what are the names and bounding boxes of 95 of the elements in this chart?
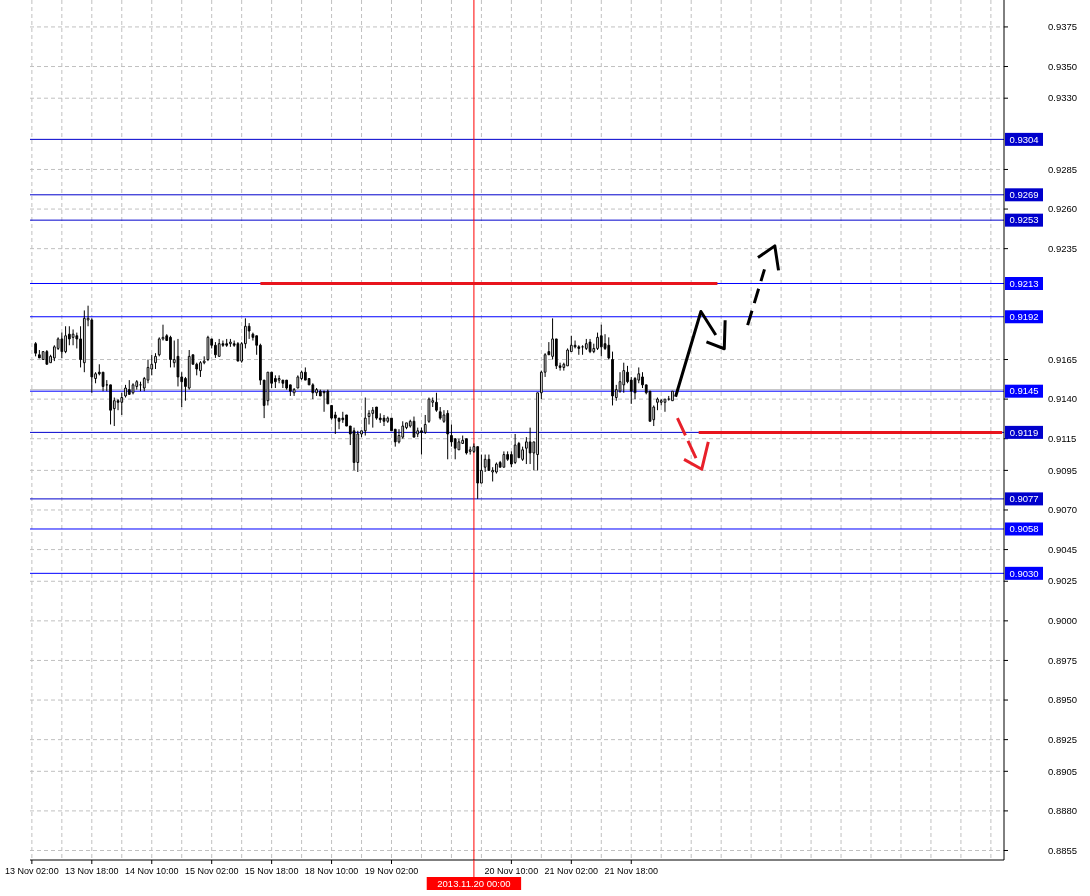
x-tick-label: 19 Nov 02:00 — [364, 866, 419, 877]
x-tick-label: 14 Nov 10:00 — [124, 866, 179, 877]
candlestick — [277, 374, 281, 384]
x-tick-label: 18 Nov 10:00 — [304, 866, 359, 877]
y-tick-label: 0.9140 — [1048, 393, 1078, 405]
candlestick — [476, 446, 480, 500]
ref-line-label: 0.9145 — [1009, 385, 1039, 397]
y-tick-label: 0.9330 — [1048, 92, 1078, 104]
candlestick — [435, 392, 438, 413]
candlestick — [382, 414, 386, 427]
candlestick — [315, 387, 318, 397]
candlestick — [82, 309, 86, 373]
x-tick-label: 15 Nov 02:00 — [184, 866, 239, 877]
candlestick — [446, 409, 450, 460]
candlestick — [214, 341, 217, 359]
ref-line-label: 0.9077 — [1009, 493, 1039, 505]
candlestick — [199, 360, 202, 378]
candlestick — [127, 379, 131, 395]
candlestick — [34, 341, 37, 357]
y-tick-label: 0.9095 — [1048, 464, 1078, 476]
candlestick — [109, 384, 112, 425]
ref-line-label: 0.9304 — [1009, 133, 1039, 145]
candlestick — [671, 390, 674, 402]
candlestick — [45, 349, 49, 365]
y-tick-label: 0.9070 — [1048, 504, 1078, 516]
y-tick-label: 0.9025 — [1048, 575, 1078, 587]
candlestick — [663, 398, 667, 413]
candlestick — [483, 454, 487, 473]
x-tick-label: 20 Nov 10:00 — [484, 866, 539, 877]
candlestick — [135, 379, 139, 391]
candlestick — [622, 362, 626, 394]
y-tick-label: 0.8880 — [1048, 805, 1078, 817]
x-tick-label: 13 Nov 18:00 — [65, 866, 119, 877]
candlestick — [274, 374, 277, 389]
y-tick-label: 0.8905 — [1048, 765, 1078, 777]
candlestick — [225, 338, 229, 348]
ref-line-label: 0.9253 — [1009, 214, 1039, 226]
candlestick — [322, 390, 326, 413]
candlestick — [577, 344, 581, 356]
y-tick-label: 0.8925 — [1048, 733, 1078, 745]
y-tick-label: 0.9235 — [1048, 242, 1078, 254]
candlestick — [229, 338, 232, 348]
y-tick-label: 0.9350 — [1048, 60, 1078, 72]
ref-line-label: 0.9269 — [1009, 189, 1039, 201]
candlestick — [124, 384, 127, 399]
candlestick — [41, 351, 45, 361]
candlestick — [281, 379, 285, 389]
candlestick — [584, 338, 588, 351]
y-tick-label: 0.8950 — [1048, 694, 1078, 706]
candlestick — [607, 336, 611, 361]
candlestick — [356, 430, 360, 473]
y-tick-label: 0.8975 — [1048, 654, 1078, 666]
ref-line-label: 0.9119 — [1009, 426, 1039, 438]
candlestick — [611, 351, 614, 406]
candlestick — [71, 328, 75, 346]
candlestick — [513, 433, 517, 465]
candlestick — [131, 382, 135, 395]
candlestick — [37, 349, 41, 359]
candlestick — [371, 406, 375, 429]
x-tick-label: 2013.11.20 00:00 — [437, 877, 511, 889]
y-tick-label: 0.9260 — [1048, 203, 1078, 215]
y-tick-label: 0.9165 — [1048, 353, 1078, 365]
candlestick — [217, 338, 221, 357]
candlestick — [599, 324, 603, 357]
candlestick — [352, 427, 356, 471]
candlestick — [363, 397, 367, 437]
candlestick — [401, 420, 405, 440]
x-tick-label: 21 Nov 18:00 — [604, 866, 659, 877]
y-tick-label: 0.9285 — [1048, 163, 1078, 175]
candlestick — [412, 416, 416, 438]
ref-line-label: 0.9058 — [1009, 523, 1039, 535]
ref-line-label: 0.9213 — [1009, 277, 1039, 289]
candlestick — [502, 450, 506, 468]
candlestick — [438, 406, 442, 421]
y-tick-label: 0.8855 — [1048, 844, 1078, 856]
candlestick — [311, 382, 315, 400]
candlestick — [236, 341, 240, 362]
y-tick-label: 0.9375 — [1048, 21, 1078, 33]
ref-line-label: 0.9192 — [1009, 310, 1039, 322]
candlestick — [656, 397, 659, 411]
candlestick — [465, 438, 468, 456]
x-tick-label: 15 Nov 18:00 — [244, 866, 299, 877]
x-tick-label: 21 Nov 02:00 — [544, 866, 599, 877]
candlestick — [206, 335, 210, 362]
candlestick — [521, 446, 524, 462]
candlestick — [120, 392, 124, 416]
candlestick — [64, 325, 67, 354]
candlestick — [154, 352, 157, 370]
ref-line-label: 0.9030 — [1009, 567, 1039, 579]
candlestick — [588, 338, 592, 354]
candlestick — [169, 335, 172, 368]
y-tick-label: 0.9000 — [1048, 615, 1078, 627]
x-tick-label: 13 Nov 02:00 — [5, 866, 59, 877]
y-tick-label: 0.9045 — [1048, 543, 1078, 555]
y-tick-label: 0.9115 — [1048, 432, 1077, 444]
